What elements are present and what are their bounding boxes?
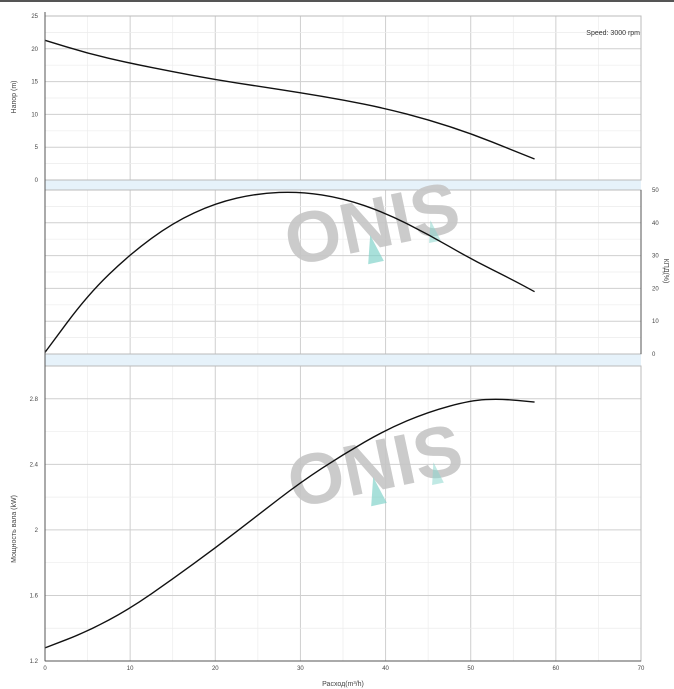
y-tick-label-right: 20	[652, 286, 659, 292]
watermark-accent	[368, 235, 384, 265]
top-border	[0, 0, 674, 2]
axes-group	[44, 12, 642, 662]
y-tick-label: 10	[31, 112, 38, 118]
y-tick-label: 5	[35, 145, 39, 151]
power-curve	[44, 398, 535, 649]
separator-band-1	[45, 180, 641, 190]
x-tick-label: 0	[43, 666, 47, 672]
efficiency-curve	[44, 191, 535, 353]
watermark-text: ONIS	[281, 409, 470, 524]
separator-band-2	[45, 354, 641, 366]
curves-group	[44, 39, 535, 649]
y-axis-label-head: Напор (m)	[11, 81, 18, 114]
tick-labels-group: 0 10 20 30 40 50 60 70 0 5 10 15 20 25 1.2 1.6 2 2.4 2.8 0 1…	[30, 14, 660, 672]
panel-separator-bands	[45, 180, 641, 366]
y-tick-label: 0	[35, 178, 39, 184]
speed-annotation: Speed: 3000 rpm	[586, 30, 640, 37]
y-tick-label: 15	[31, 80, 38, 86]
x-tick-label: 50	[467, 666, 474, 672]
head-curve	[44, 39, 535, 160]
y-tick-label: 2.4	[30, 462, 39, 468]
y-axis-label-power: Мощность вала (kW)	[11, 495, 18, 563]
gridlines	[44, 15, 642, 662]
x-tick-label: 70	[638, 666, 645, 672]
y-tick-label: 2.8	[30, 397, 39, 403]
y-axis-label-efficiency: КПД(%)	[662, 259, 669, 284]
y-tick-label-right: 50	[652, 188, 659, 194]
y-tick-label: 1.6	[30, 593, 39, 599]
y-tick-label: 2	[35, 528, 39, 534]
watermark-accent	[432, 462, 444, 486]
y-tick-label: 1.2	[30, 659, 39, 665]
y-tick-label-right: 30	[652, 254, 659, 260]
x-tick-label: 60	[553, 666, 560, 672]
watermark-logo: ONIS	[281, 409, 470, 524]
y-tick-label-right: 10	[652, 319, 659, 325]
x-tick-label: 40	[382, 666, 389, 672]
y-tick-label-right: 0	[652, 352, 656, 358]
x-tick-label: 30	[297, 666, 304, 672]
x-tick-label: 20	[212, 666, 219, 672]
x-tick-label: 10	[127, 666, 134, 672]
watermark-accent	[371, 477, 387, 507]
y-tick-label-right: 40	[652, 221, 659, 227]
y-tick-label: 20	[31, 47, 38, 53]
y-tick-label: 25	[31, 14, 38, 20]
x-axis-label: Расход(m³/h)	[322, 681, 364, 688]
